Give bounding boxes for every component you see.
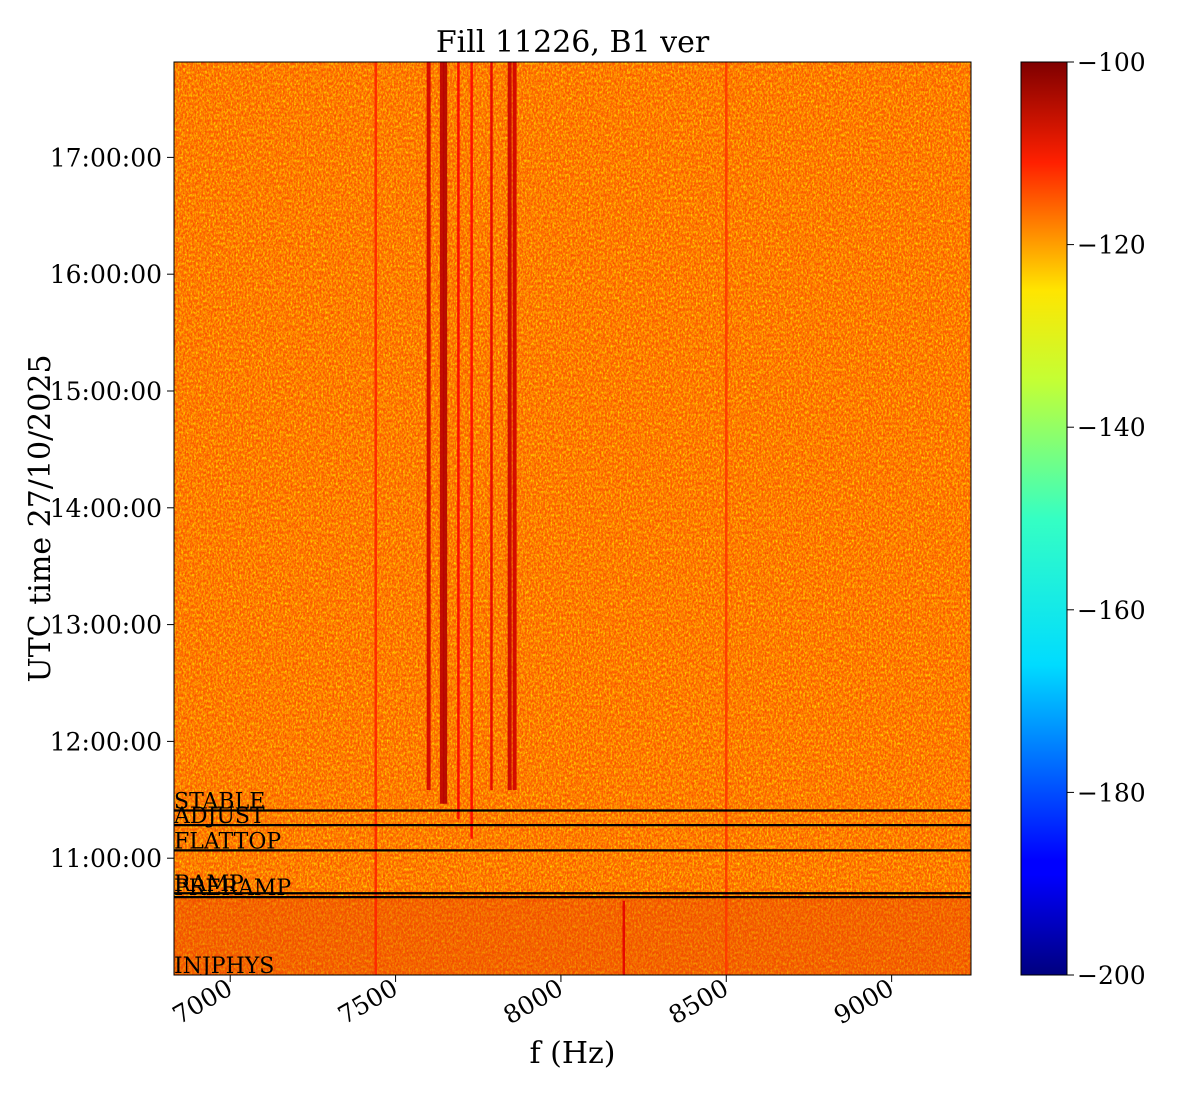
x-axis-label: f (Hz) [529, 1036, 615, 1071]
colorbar-tick-label: −120 [1077, 231, 1146, 260]
injection-band [174, 897, 971, 975]
colorbar-gradient [1020, 61, 1068, 976]
beam-mode-label: PRERAMP [174, 876, 291, 901]
colorbar-ticks: −100 −120 −140 −160 −180 −200 [1067, 48, 1146, 990]
spectral-lines [374, 62, 728, 975]
y-tick-label: 17:00:00 [50, 143, 162, 172]
x-tick-label: 8500 [664, 973, 734, 1030]
y-axis: 11:00:00 12:00:00 13:00:00 14:00:00 15:00:00… [50, 143, 174, 873]
beam-mode-label: FLATTOP [174, 829, 281, 854]
beam-mode-label: RAMP [174, 872, 244, 897]
y-tick-label: 11:00:00 [50, 844, 162, 873]
colorbar: −100 −120 −140 −160 −180 −200 [1020, 48, 1146, 990]
x-axis: 7000 7500 8000 8500 9000 [168, 973, 899, 1030]
chart-title: Fill 11226, B1 ver [436, 25, 710, 60]
y-tick-label: 15:00:00 [50, 377, 162, 406]
y-tick-label: 16:00:00 [50, 260, 162, 289]
colorbar-tick-label: −180 [1077, 778, 1146, 807]
y-axis-label: UTC time 27/10/2025 [23, 354, 58, 682]
y-tick-label: 13:00:00 [50, 611, 162, 640]
beam-mode-label: ADJUST [173, 804, 265, 829]
x-tick-label: 7500 [333, 973, 403, 1030]
colorbar-tick-label: −160 [1077, 596, 1146, 625]
plot-frame [173, 61, 972, 976]
x-tick-label: 7000 [168, 973, 238, 1030]
y-tick-label: 12:00:00 [50, 727, 162, 756]
beam-mode-label: INJPHYS [174, 954, 274, 979]
spectrogram-dark-speckle [174, 62, 971, 975]
colorbar-tick-label: −200 [1077, 961, 1146, 990]
x-tick-label: 9000 [829, 973, 899, 1030]
y-tick-label: 14:00:00 [50, 494, 162, 523]
x-tick-label: 8000 [498, 973, 568, 1030]
colorbar-tick-label: −100 [1077, 48, 1146, 77]
beam-mode-label: STABLE [174, 790, 265, 815]
colorbar-tick-label: −140 [1077, 413, 1146, 442]
